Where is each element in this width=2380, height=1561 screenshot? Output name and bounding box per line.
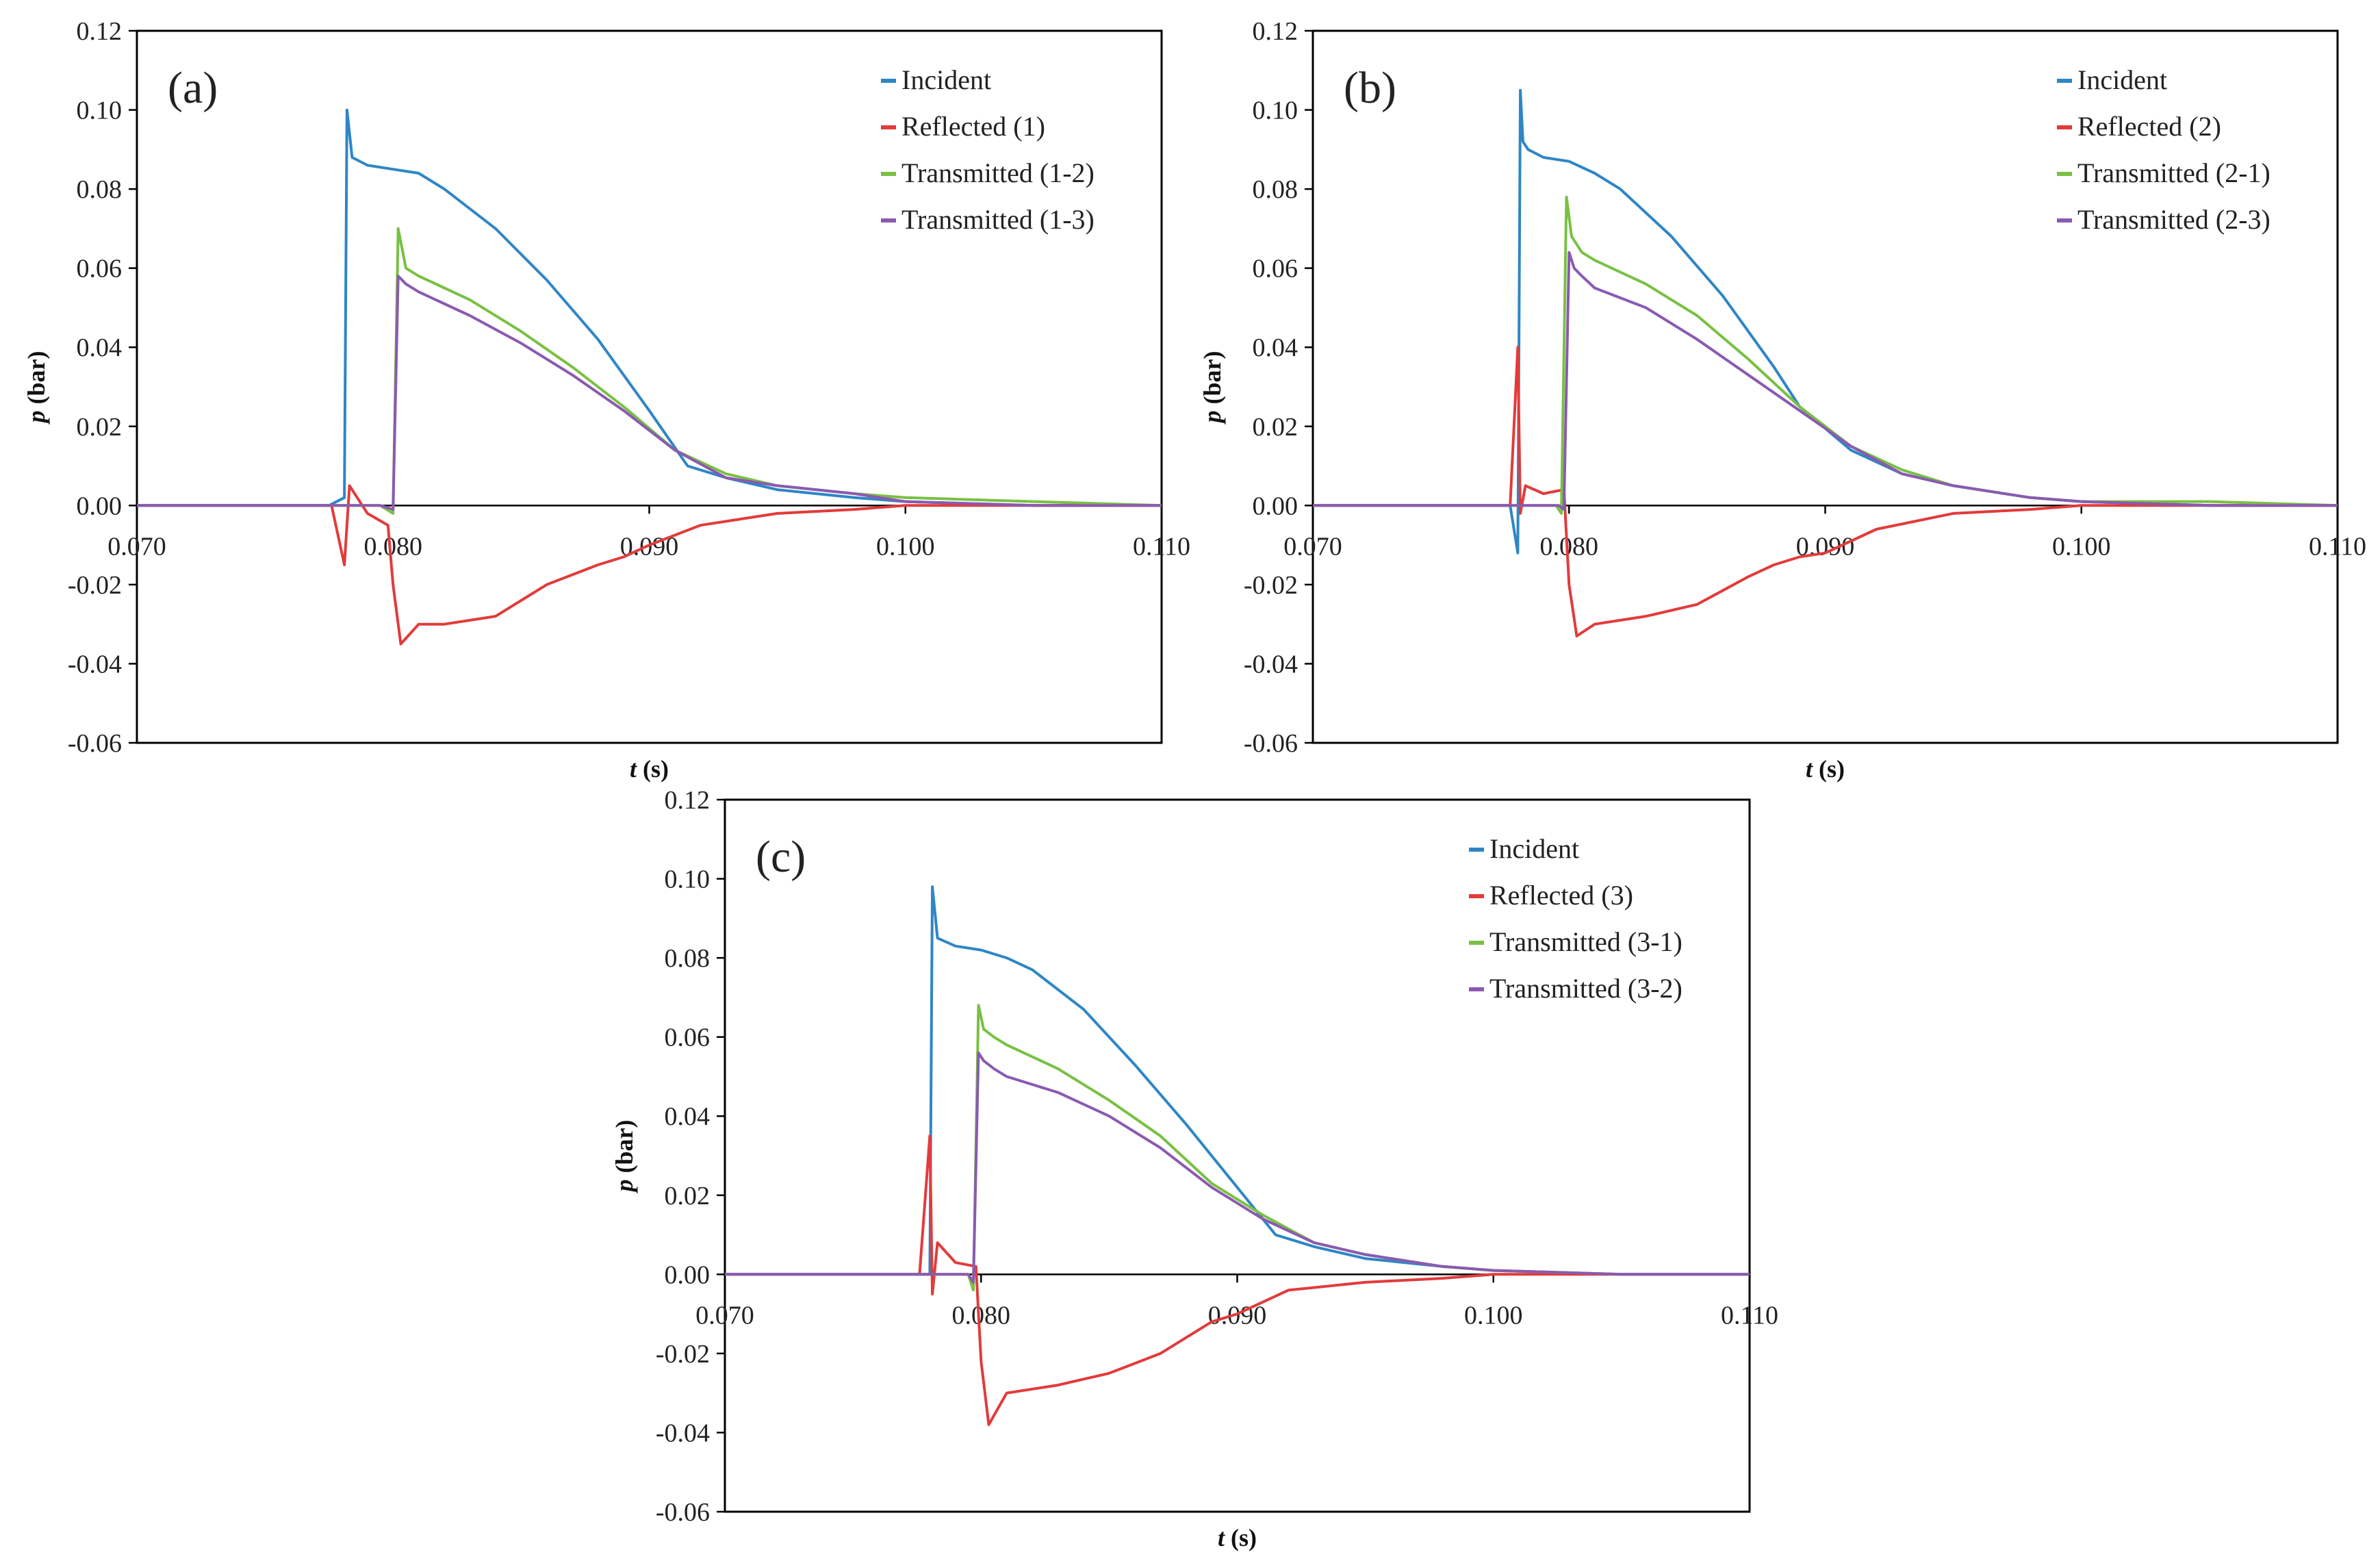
series-line-transmitted_a (137, 227, 1162, 515)
series-line-reflected (137, 484, 1162, 646)
y-tick-label: 0.06 (1253, 255, 1298, 283)
y-tick-label: 0.00 (1253, 492, 1298, 520)
legend-entry: Incident (2077, 64, 2167, 95)
x-tick-label: 0.080 (1540, 532, 1599, 561)
y-tick-label: 0.02 (77, 413, 123, 442)
y-tick-label: -0.04 (68, 650, 122, 678)
x-tick-label: 0.100 (2052, 532, 2111, 561)
y-axis-title: p (bar) (23, 351, 50, 425)
legend-entry: Transmitted (3-1) (1489, 926, 1682, 957)
y-tick-label: 0.12 (1253, 17, 1298, 46)
panel-label: (a) (168, 63, 218, 113)
y-tick-label: 0.10 (77, 97, 123, 125)
series-line-transmitted_b (725, 1051, 1750, 1284)
legend-entry: Incident (1489, 833, 1579, 864)
y-tick-label: 0.10 (1253, 97, 1298, 125)
series-line-reflected (1313, 346, 2338, 637)
y-tick-label: 0.10 (665, 865, 711, 894)
panel-label: (c) (756, 832, 806, 882)
y-tick-label: -0.06 (1244, 729, 1298, 758)
plot-area-frame (724, 798, 1751, 1513)
y-tick-label: 0.08 (77, 175, 123, 204)
x-axis-title: t (s) (1806, 755, 1845, 783)
y-tick-label: -0.04 (656, 1419, 710, 1447)
plot-area-frame (136, 29, 1163, 744)
x-tick-label: 0.100 (1464, 1301, 1523, 1330)
series-line-transmitted_b (137, 275, 1162, 511)
y-tick-label: -0.06 (68, 729, 122, 758)
legend-entry: Reflected (3) (1489, 880, 1633, 911)
x-tick-label: 0.070 (1283, 532, 1342, 561)
y-axis-title: p (bar) (1199, 351, 1226, 425)
legend-entry: Reflected (2) (2077, 111, 2221, 142)
y-tick-label: 0.00 (665, 1260, 711, 1289)
x-tick-label: 0.080 (952, 1301, 1011, 1330)
legend-entry: Transmitted (3-2) (1489, 973, 1682, 1004)
legend-entry: Reflected (1) (901, 111, 1045, 142)
y-tick-label: 0.04 (77, 333, 123, 362)
y-tick-label: 0.06 (77, 255, 123, 283)
y-tick-label: 0.04 (665, 1102, 711, 1131)
series-line-transmitted_a (725, 1004, 1750, 1292)
series-line-transmitted_b (1313, 251, 2338, 511)
legend-entry: Transmitted (2-3) (2077, 204, 2270, 235)
legend-entry: Transmitted (1-2) (901, 157, 1095, 188)
legend-entry: Transmitted (2-1) (2077, 157, 2270, 188)
y-tick-label: 0.08 (665, 944, 711, 973)
y-tick-label: -0.02 (1244, 571, 1298, 600)
x-tick-label: 0.100 (876, 532, 935, 561)
legend-entry: Incident (901, 64, 991, 95)
y-tick-label: -0.06 (656, 1498, 710, 1527)
series-line-reflected (725, 1134, 1750, 1426)
y-tick-label: 0.12 (665, 786, 711, 815)
x-tick-label: 0.110 (1133, 532, 1190, 561)
x-tick-label: 0.070 (107, 532, 166, 561)
x-tick-label: 0.080 (364, 532, 423, 561)
series-line-incident (137, 108, 1162, 507)
y-tick-label: 0.00 (77, 492, 123, 520)
legend-entry: Transmitted (1-3) (901, 204, 1095, 235)
panel-a: -0.06-0.04-0.020.000.020.040.060.080.100… (23, 17, 1190, 783)
y-tick-label: -0.02 (68, 571, 122, 600)
y-tick-label: 0.08 (1253, 175, 1298, 204)
series-line-transmitted_a (1313, 195, 2338, 515)
panel-label: (b) (1344, 63, 1396, 113)
y-tick-label: 0.06 (665, 1024, 711, 1052)
panel-c: -0.06-0.04-0.020.000.020.040.060.080.100… (611, 786, 1778, 1551)
y-tick-label: -0.04 (1244, 650, 1298, 678)
x-axis-title: t (s) (1218, 1524, 1257, 1551)
y-tick-label: 0.02 (665, 1182, 711, 1210)
panel-b: -0.06-0.04-0.020.000.020.040.060.080.100… (1199, 17, 2366, 783)
x-axis-title: t (s) (630, 755, 669, 783)
y-tick-label: 0.02 (1253, 413, 1298, 442)
x-tick-label: 0.110 (2309, 532, 2366, 561)
y-tick-label: -0.02 (656, 1340, 710, 1369)
plot-area-frame (1311, 29, 2339, 744)
y-axis-title: p (bar) (611, 1120, 638, 1194)
y-tick-label: 0.04 (1253, 333, 1298, 362)
x-tick-label: 0.110 (1721, 1301, 1778, 1330)
x-tick-label: 0.070 (695, 1301, 754, 1330)
y-tick-label: 0.12 (77, 17, 123, 46)
